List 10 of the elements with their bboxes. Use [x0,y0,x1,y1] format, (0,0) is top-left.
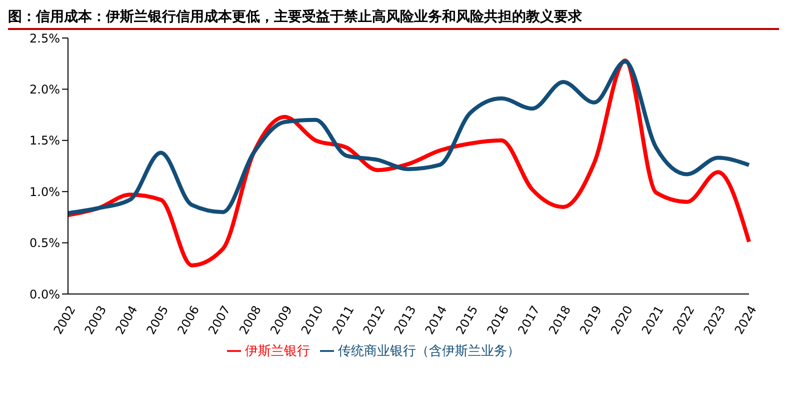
chart-title: 图：信用成本：伊斯兰银行信用成本更低，主要受益于禁止高风险业务和风险共担的教义要求 [8,8,779,30]
line-series [66,60,751,216]
y-tick-label: 1.0% [30,184,60,199]
y-tick-label: 1.5% [30,134,60,148]
y-tick-label: 0.5% [30,236,60,250]
legend-label: 伊斯兰银行 [245,344,310,359]
y-tick-label: 2.5% [30,31,60,46]
y-tick-label: 2.0% [30,82,60,96]
y-tick-label: 0.0% [30,287,60,302]
legend-label: 传统商业银行（含伊斯兰业务） [338,344,520,359]
